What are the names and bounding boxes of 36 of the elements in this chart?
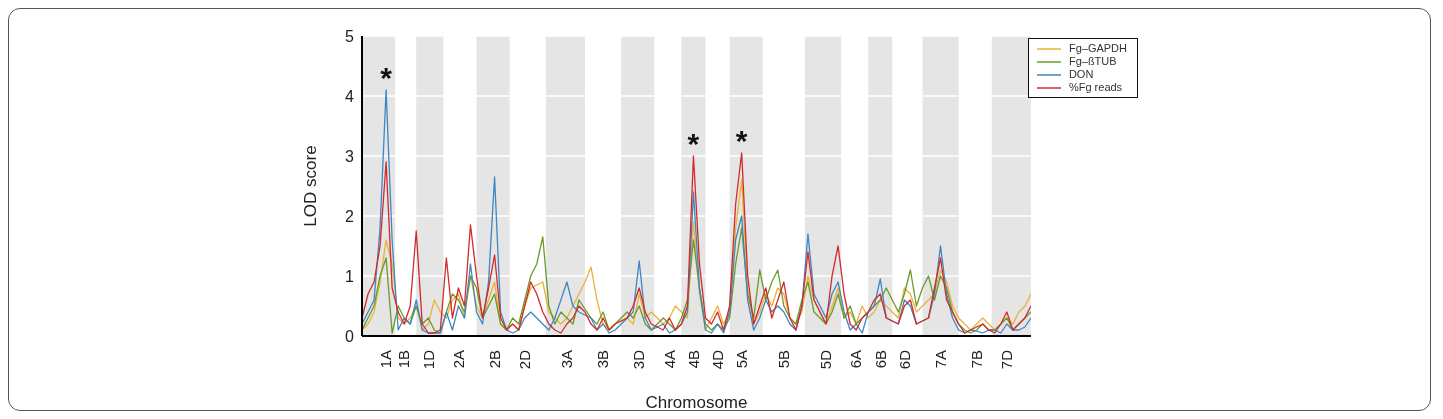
legend-label: Fg–GAPDH bbox=[1068, 42, 1127, 55]
y-tick-label: 2 bbox=[345, 207, 355, 225]
y-axis-title: LOD score bbox=[301, 145, 321, 227]
x-tick-label: 6A bbox=[847, 350, 865, 369]
x-tick-label: 5B bbox=[775, 350, 793, 369]
y-tick-label: 1 bbox=[345, 267, 355, 285]
legend-label: %Fg reads bbox=[1068, 81, 1123, 94]
x-tick-label: 3A bbox=[558, 350, 576, 369]
y-tick-label: 5 bbox=[345, 27, 355, 45]
x-tick-label: 2A bbox=[449, 350, 467, 369]
legend-label: Fg–ßTUB bbox=[1068, 55, 1117, 68]
x-tick-label: 1D bbox=[419, 349, 437, 370]
y-tick-label: 4 bbox=[345, 87, 355, 105]
x-tick-label: 5A bbox=[732, 350, 750, 369]
y-tick-label: 0 bbox=[345, 327, 355, 345]
x-tick-label: 4D bbox=[708, 349, 726, 370]
x-tick-label: 2B bbox=[485, 350, 503, 369]
x-tick-label: 1A bbox=[377, 350, 395, 369]
legend-label: DON bbox=[1068, 68, 1094, 81]
x-tick-label: 4A bbox=[660, 350, 678, 369]
x-tick-label: 3D bbox=[630, 349, 648, 370]
x-tick-label: 4B bbox=[684, 350, 702, 369]
x-tick-label: 7D bbox=[998, 349, 1016, 370]
annotation: * bbox=[735, 124, 748, 157]
x-tick-label: 7A bbox=[931, 350, 949, 369]
x-tick-label: 6B bbox=[871, 350, 889, 369]
annotation: * bbox=[380, 61, 393, 94]
x-tick-label: 7B bbox=[967, 350, 985, 369]
x-tick-label: 3B bbox=[594, 350, 612, 369]
x-tick-label: 5D bbox=[817, 349, 835, 370]
y-tick-label: 3 bbox=[345, 147, 355, 165]
x-tick-label: 2D bbox=[515, 349, 533, 370]
annotation: * bbox=[687, 127, 700, 160]
x-tick-label: 1B bbox=[395, 350, 413, 369]
x-axis-title: Chromosome bbox=[645, 393, 748, 412]
x-tick-label: 6D bbox=[895, 349, 913, 370]
